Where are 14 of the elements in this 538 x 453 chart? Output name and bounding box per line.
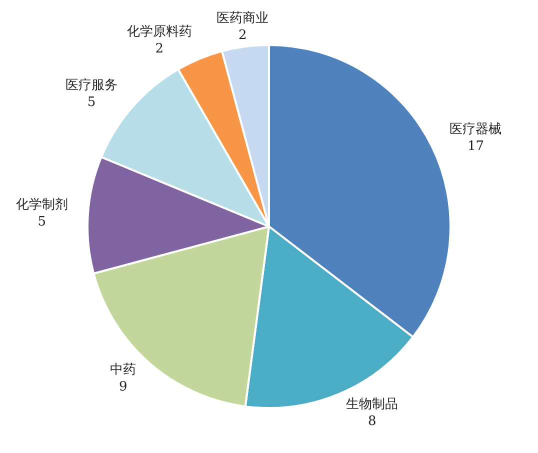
data-label: 5: [38, 214, 46, 230]
slice-label: 化学原料药: [126, 24, 192, 40]
slice-label: 生物制品: [346, 397, 398, 412]
data-label: 9: [119, 379, 128, 394]
slice-label: 化学制剂: [16, 196, 68, 213]
slice-label: 医药商业: [216, 11, 269, 26]
slice-label: 中药: [110, 362, 136, 378]
slice-label: 医疗器械: [450, 122, 502, 137]
data-label: 2: [155, 42, 164, 57]
data-label: 8: [368, 414, 376, 430]
slice-label: 医疗服务: [66, 78, 118, 94]
data-label: 5: [87, 95, 96, 110]
data-label: 2: [238, 28, 247, 44]
data-label: 17: [467, 138, 484, 154]
